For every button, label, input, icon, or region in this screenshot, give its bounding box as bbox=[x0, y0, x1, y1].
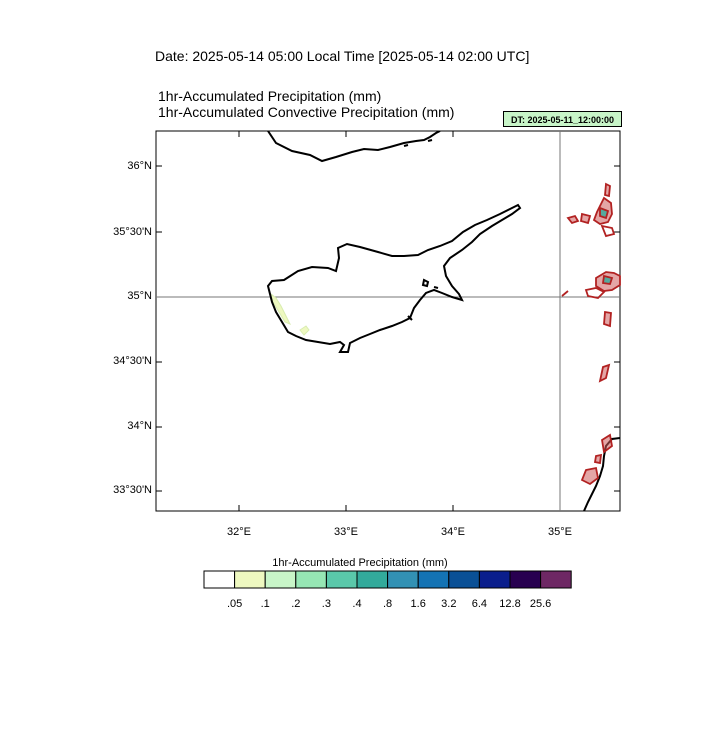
latitude-labels: 36°N 35°30'N 35°N 34°30'N 34°N 33°30'N bbox=[0, 0, 152, 756]
colorbar-label: 1.6 bbox=[410, 598, 426, 610]
chart-subtitle-precipitation: 1hr-Accumulated Precipitation (mm) bbox=[158, 88, 382, 104]
colorbar-label: .3 bbox=[321, 598, 331, 610]
colorbar-swatches bbox=[203, 570, 572, 589]
colorbar-swatch bbox=[325, 570, 358, 589]
convective-cell-9 bbox=[603, 310, 612, 328]
lat-label-33-30n: 33°30'N bbox=[113, 484, 152, 496]
convective-cell-2b bbox=[599, 206, 610, 220]
convective-cell-4 bbox=[579, 212, 592, 225]
colorbar-label: .2 bbox=[291, 598, 301, 610]
colorbar-swatch bbox=[448, 570, 480, 589]
colorbar-label: .1 bbox=[260, 598, 270, 610]
cyprus-small-coast bbox=[407, 315, 413, 321]
chart-subtitle-convective: 1hr-Accumulated Convective Precipitation… bbox=[158, 104, 455, 120]
convective-cell-13 bbox=[580, 466, 599, 486]
lon-label-34e: 34°E bbox=[441, 526, 465, 538]
convective-cell-8 bbox=[561, 290, 569, 297]
colorbar-label: 6.4 bbox=[471, 598, 488, 610]
colorbar-swatch bbox=[203, 570, 236, 589]
lat-label-34-30n: 34°30'N bbox=[113, 355, 152, 367]
colorbar-label: .4 bbox=[352, 598, 362, 610]
colorbar-swatch bbox=[264, 570, 297, 589]
convective-cell-3 bbox=[566, 214, 580, 225]
lon-label-32e: 32°E bbox=[227, 526, 251, 538]
convective-cell-5 bbox=[600, 224, 616, 238]
lon-label-33e: 33°E bbox=[334, 526, 358, 538]
colorbar-swatch bbox=[540, 570, 572, 589]
convective-contours bbox=[561, 182, 621, 486]
convective-cell-6b bbox=[601, 274, 614, 285]
cyprus-coastline bbox=[266, 203, 522, 353]
convective-cell-7 bbox=[584, 287, 606, 299]
colorbar-swatch bbox=[417, 570, 450, 589]
dt-badge: DT: 2025-05-11_12:00:00 bbox=[503, 111, 622, 127]
colorbar-swatch bbox=[478, 570, 511, 589]
convective-cell-11 bbox=[601, 433, 613, 454]
colorbar-label: 12.8 bbox=[499, 598, 521, 610]
map-frame bbox=[155, 130, 621, 512]
colorbar-swatch bbox=[356, 570, 389, 589]
colorbar-swatch bbox=[387, 570, 419, 589]
lat-label-34n: 34°N bbox=[127, 420, 152, 432]
precip-area-west-coast bbox=[270, 292, 292, 325]
cyprus-inlet-east bbox=[433, 286, 439, 289]
colorbar-label: .8 bbox=[383, 598, 393, 610]
turkey-coastline bbox=[267, 131, 441, 163]
lon-label-35e: 35°E bbox=[548, 526, 572, 538]
colorbar-title: 1hr-Accumulated Precipitation (mm) bbox=[272, 557, 448, 569]
chart-date-title: Date: 2025-05-14 05:00 Local Time [2025-… bbox=[155, 48, 530, 64]
colorbar-swatch bbox=[234, 570, 266, 589]
colorbar-swatch bbox=[509, 570, 542, 589]
convective-cell-10 bbox=[598, 363, 611, 383]
colorbar-label: 3.2 bbox=[441, 598, 457, 610]
lat-label-35n: 35°N bbox=[127, 290, 152, 302]
lat-label-36n: 36°N bbox=[127, 160, 152, 172]
colorbar-swatch bbox=[295, 570, 327, 589]
precip-area-southwest bbox=[299, 325, 310, 336]
colorbar-label: .05 bbox=[226, 598, 243, 610]
lat-label-35-30n: 35°30'N bbox=[113, 226, 152, 238]
convective-cell-12 bbox=[593, 453, 603, 465]
cyprus-inlet-north bbox=[421, 278, 430, 288]
convective-cell-1 bbox=[604, 182, 611, 198]
turkey-islet bbox=[403, 144, 409, 147]
turkey-islet-2 bbox=[427, 139, 433, 142]
colorbar-label: 25.6 bbox=[529, 598, 552, 610]
